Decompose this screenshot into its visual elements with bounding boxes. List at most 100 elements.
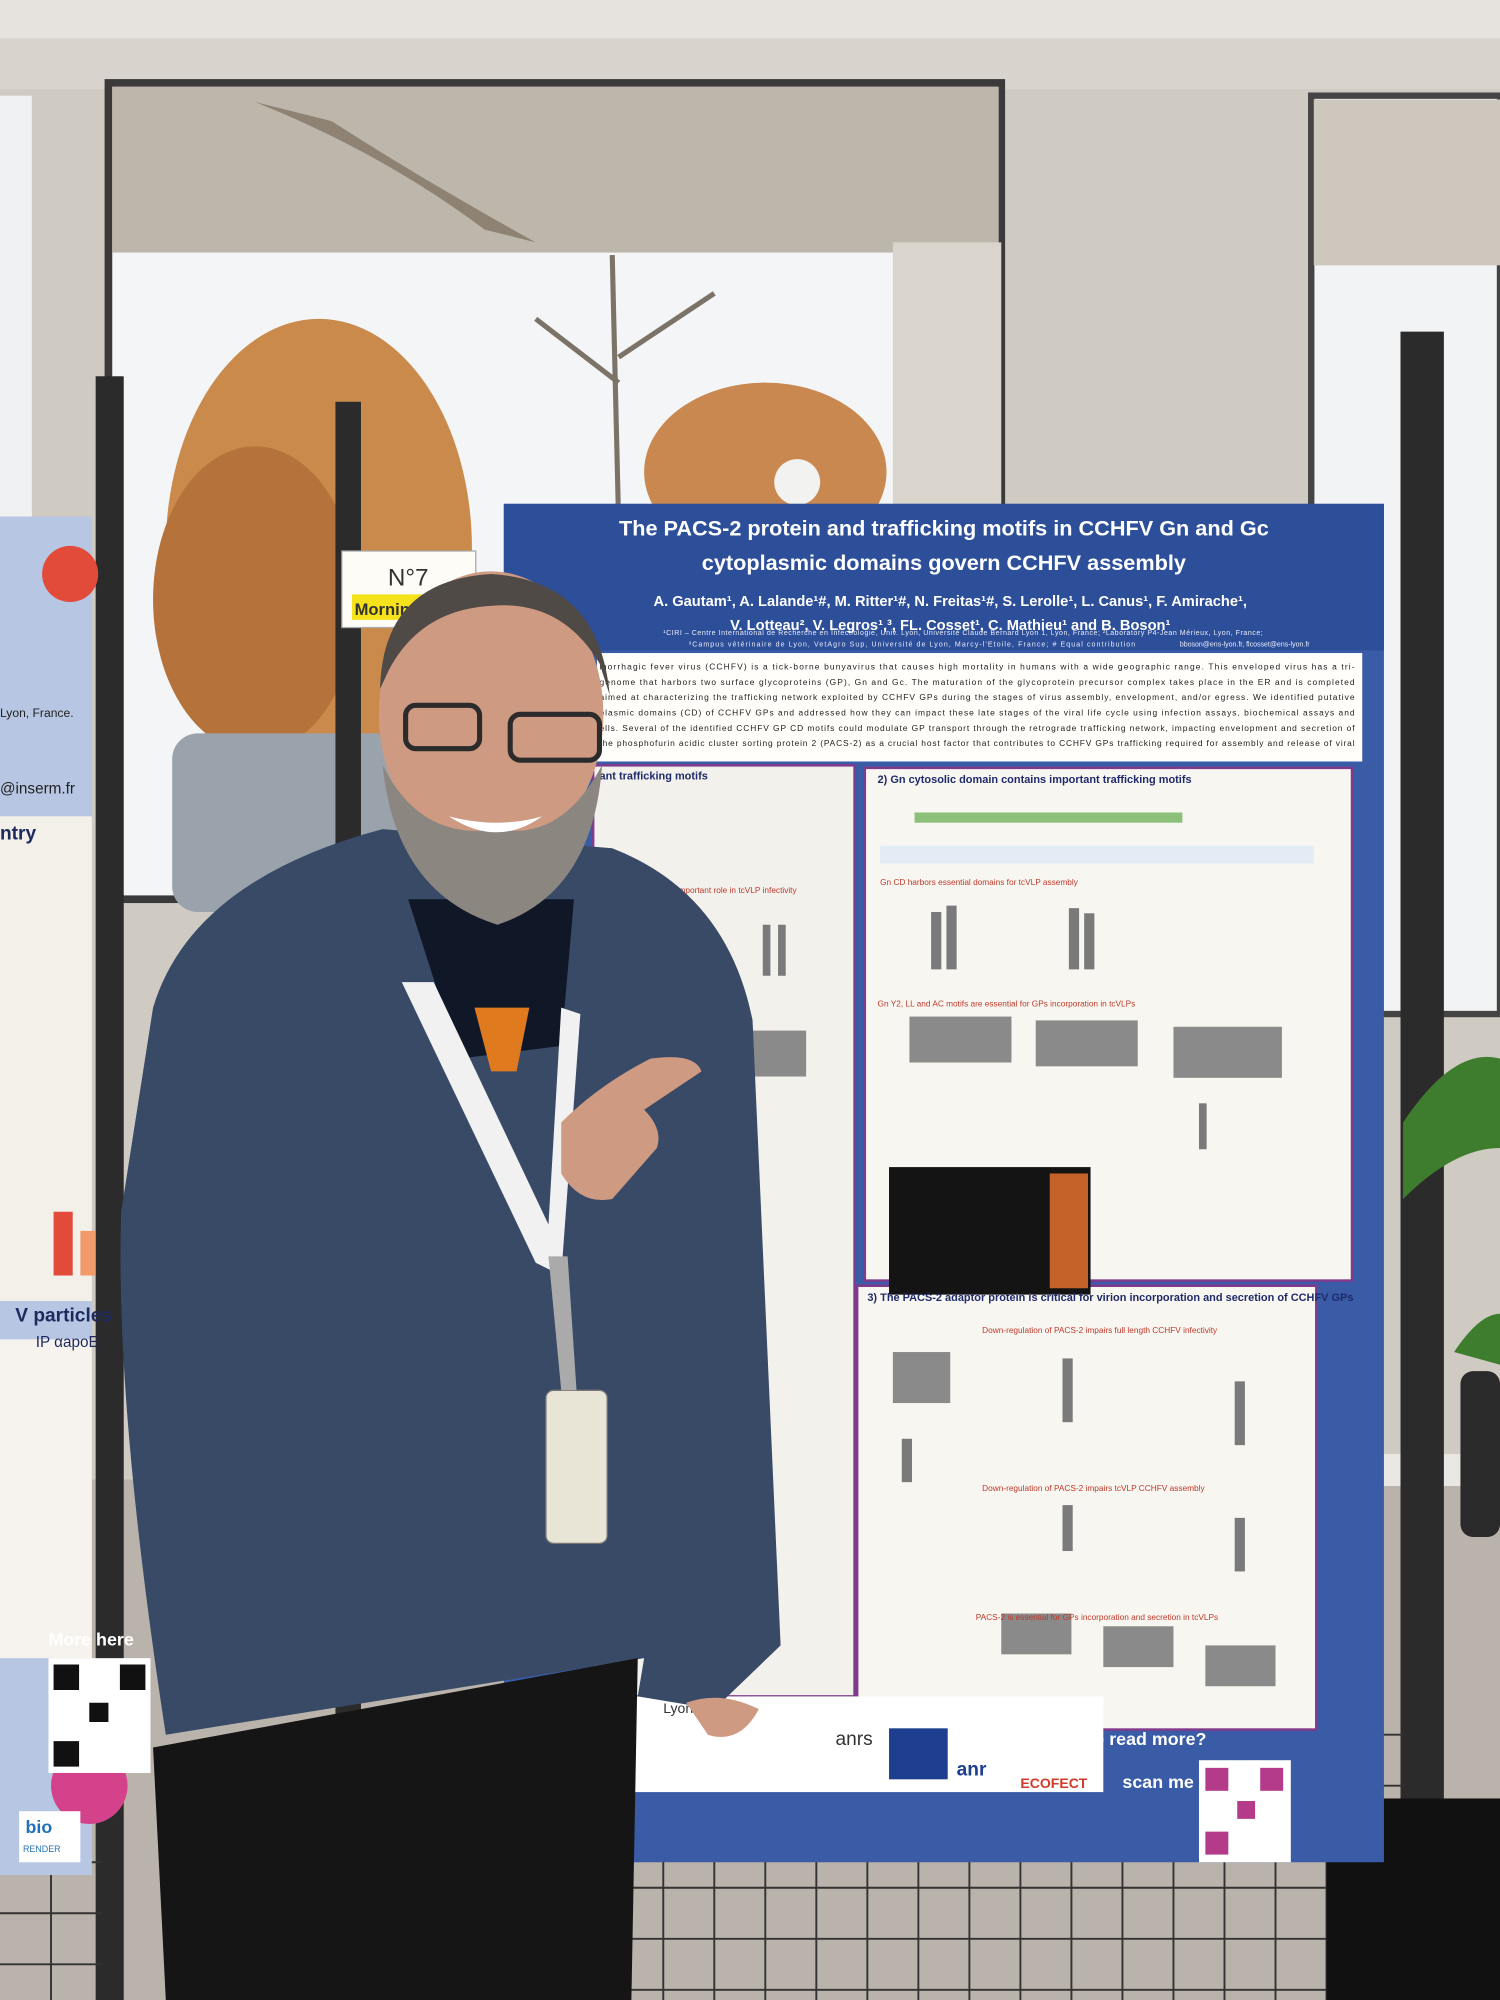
figure-bars-part: [1062, 1505, 1073, 1552]
person-part: [378, 571, 604, 858]
left-bar: [80, 1230, 96, 1276]
pillar: [892, 242, 1002, 517]
blot-part: [1035, 1020, 1138, 1067]
blot-part: [1205, 1645, 1276, 1687]
person-part: [545, 1389, 608, 1545]
left-text: Lyon, France.: [0, 706, 74, 720]
qr-pattern: [1205, 1767, 1284, 1855]
figure-bars-part: [1062, 1358, 1073, 1423]
poster-title: cytoplasmic domains govern CCHFV assembl…: [702, 550, 1186, 575]
blot-part: [909, 1016, 1012, 1063]
qr-pattern-part: [1205, 1831, 1229, 1855]
logo-text: anrs: [835, 1729, 872, 1750]
sequence: [880, 845, 1314, 864]
poster-email: bboson@ens-lyon.fr, flcosset@ens-lyon.fr: [1180, 642, 1310, 649]
blot: [716, 1016, 1282, 1687]
figure-bars-part: [778, 924, 786, 976]
figure-bars-part: [1084, 913, 1095, 970]
left-poster-panel: [0, 816, 92, 1302]
left-poster-panel: [0, 1339, 92, 1659]
poster-subheading: PACS-2 is essential for GPs incorporatio…: [976, 1612, 1218, 1622]
person: [120, 571, 781, 2000]
poster-intro-text: the phosphofurin acidic cluster sorting …: [599, 738, 1354, 748]
logo-text: bio: [26, 1817, 53, 1837]
left-heading: ntry: [0, 823, 36, 844]
figure-bars-part: [1234, 1517, 1245, 1572]
plant-pot: [1460, 1371, 1500, 1537]
figure-bars-part: [1198, 1103, 1207, 1150]
logo-box: [19, 1811, 81, 1863]
poster-title-band: [503, 503, 1384, 651]
plant: [1403, 1056, 1500, 1199]
blot-part: [1103, 1626, 1174, 1668]
logo-text: RENDER: [23, 1844, 61, 1854]
person-part: [507, 711, 603, 763]
tree-branch: [534, 255, 716, 524]
poster-subheading: Gc CT domains play important role in tcV…: [599, 885, 797, 895]
logo-text: anr: [957, 1760, 987, 1781]
poster-authors: V. Lotteau², V. Legros¹,³, FL. Cosset¹, …: [730, 618, 1170, 634]
poster-affiliation: ³Campus vétérinaire de Lyon, VetAgro Sup…: [689, 642, 1136, 649]
window-canopy: [112, 86, 999, 253]
label-number: N°7: [388, 564, 429, 591]
poster-section: 3) The PACS-2 adaptor protein is critica…: [867, 1292, 1353, 1304]
person-part: [380, 573, 610, 696]
person-part: [561, 1057, 702, 1201]
poster-intro: [596, 653, 1363, 762]
poster-intro-text: plasmic domains (CD) of CCHFV GPs and ad…: [599, 708, 1354, 718]
left-text: @inserm.fr: [0, 780, 75, 797]
poster-section: 2) Gn cytosolic domain contains importan…: [878, 774, 1192, 786]
poster-affiliation: ¹CIRI – Centre International de Recherch…: [663, 630, 1263, 637]
figure-bars-part: [931, 911, 942, 970]
figure-bars: [762, 905, 1245, 1572]
tree: [153, 446, 358, 753]
figure-bars-part: [901, 1438, 912, 1483]
figure-bars-part: [1234, 1381, 1245, 1446]
blot-part: [1173, 1026, 1282, 1078]
figure-bars-part: [1068, 908, 1080, 970]
qr-pattern-part: [1260, 1767, 1284, 1791]
poster-footer: Want to read more?: [1040, 1729, 1207, 1749]
microscopy-merge: [1049, 1173, 1089, 1289]
poster-authors: A. Gautam¹, A. Lalande¹#, M. Ritter¹#, N…: [654, 594, 1247, 610]
person-part: [474, 1007, 530, 1072]
plant: [1454, 1313, 1500, 1365]
poster-subheading: Gn CD harbors essential domains for tcVL…: [880, 877, 1079, 887]
street-lamp: [774, 459, 821, 506]
qr-pattern-part: [1205, 1767, 1229, 1791]
blot-part: [892, 1352, 951, 1404]
window-right-canopy: [1313, 99, 1500, 266]
figure-bars-part: [946, 905, 957, 970]
poster-section: ant trafficking motifs: [599, 770, 707, 782]
person-part: [448, 816, 543, 833]
poster-subheading: Down-regulation of PACS-2 impairs full l…: [982, 1325, 1218, 1335]
poster-intro-text: ells. Several of the identified CCHFV GP…: [599, 723, 1355, 733]
left-heading: More here: [48, 1629, 133, 1649]
blot-part: [1001, 1613, 1072, 1655]
left-bar: [53, 1211, 73, 1276]
left-text: IP αapoE: [36, 1334, 99, 1351]
gene-diagram: [914, 812, 1183, 823]
person-part: [153, 1658, 638, 2000]
poster-intro-text: genome that harbors two surface glycopro…: [599, 677, 1354, 687]
canopy-crack: [255, 102, 536, 243]
person-part: [548, 1256, 577, 1391]
person-part: [382, 765, 603, 925]
left-poster-art: [42, 545, 99, 603]
logo-text: ECOFECT: [1020, 1775, 1087, 1791]
person-part: [403, 702, 483, 752]
poster-intro-text: morrhagic fever virus (CCHFV) is a tick-…: [599, 662, 1354, 672]
window-left: [0, 95, 32, 517]
poster-title: The PACS-2 protein and trafficking motif…: [619, 516, 1269, 541]
poster-subheading: Gn Y2, LL and AC motifs are essential fo…: [878, 998, 1136, 1008]
left-heading: V particles: [15, 1305, 112, 1326]
poster-subheading: Down-regulation of PACS-2 impairs tcVLP …: [982, 1483, 1205, 1493]
qr-pattern: [53, 1664, 146, 1767]
person-part: [401, 982, 581, 1276]
figure-bars-part: [762, 924, 771, 976]
logo-box: [889, 1728, 948, 1780]
poster-footer: scan me: [1122, 1772, 1193, 1792]
